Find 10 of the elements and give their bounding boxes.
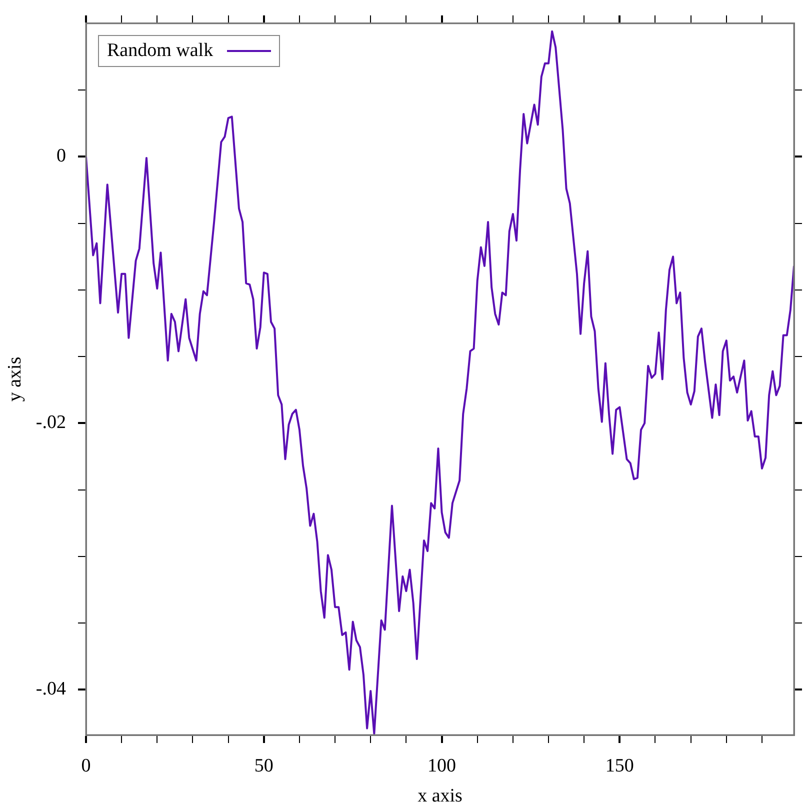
y-tick-label: -.02 (36, 412, 66, 434)
x-tick-label: 150 (605, 755, 634, 776)
x-tick-label: 100 (428, 755, 456, 776)
x-axis-title: x axis (418, 786, 462, 807)
y-axis-title: y axis (4, 356, 26, 402)
y-tick-label: -.04 (36, 678, 66, 700)
y-tick-label: 0 (56, 146, 66, 167)
legend-label: Random walk (107, 40, 214, 62)
x-tick-label: 50 (254, 755, 274, 776)
x-tick-label: 0 (81, 755, 91, 776)
